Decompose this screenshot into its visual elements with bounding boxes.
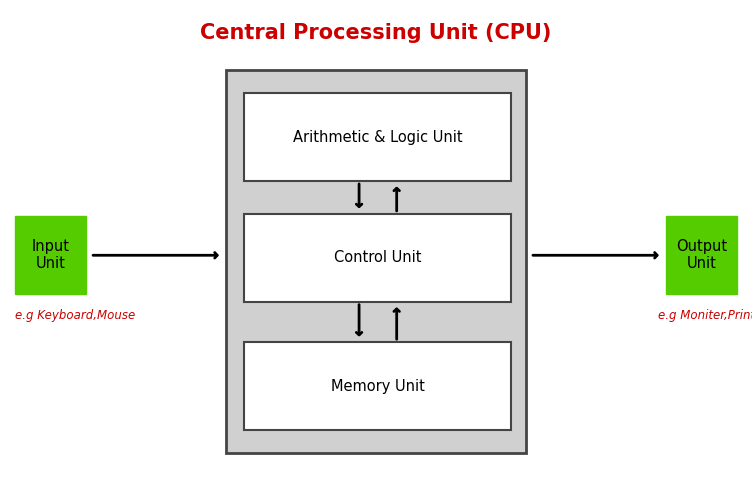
Text: Memory Unit: Memory Unit [331,379,425,393]
FancyBboxPatch shape [226,70,526,453]
FancyBboxPatch shape [15,216,86,294]
Text: Central Processing Unit (CPU): Central Processing Unit (CPU) [200,23,552,43]
FancyBboxPatch shape [244,93,511,181]
Text: Input
Unit: Input Unit [32,239,70,272]
FancyBboxPatch shape [244,342,511,430]
Text: Control Unit: Control Unit [334,250,422,265]
Text: Arithmetic & Logic Unit: Arithmetic & Logic Unit [293,130,462,144]
Text: e.g Moniter,Printer: e.g Moniter,Printer [658,309,752,322]
FancyBboxPatch shape [666,216,737,294]
FancyBboxPatch shape [244,214,511,302]
Text: Output
Unit: Output Unit [676,239,726,272]
Text: e.g Keyboard,Mouse: e.g Keyboard,Mouse [15,309,135,322]
